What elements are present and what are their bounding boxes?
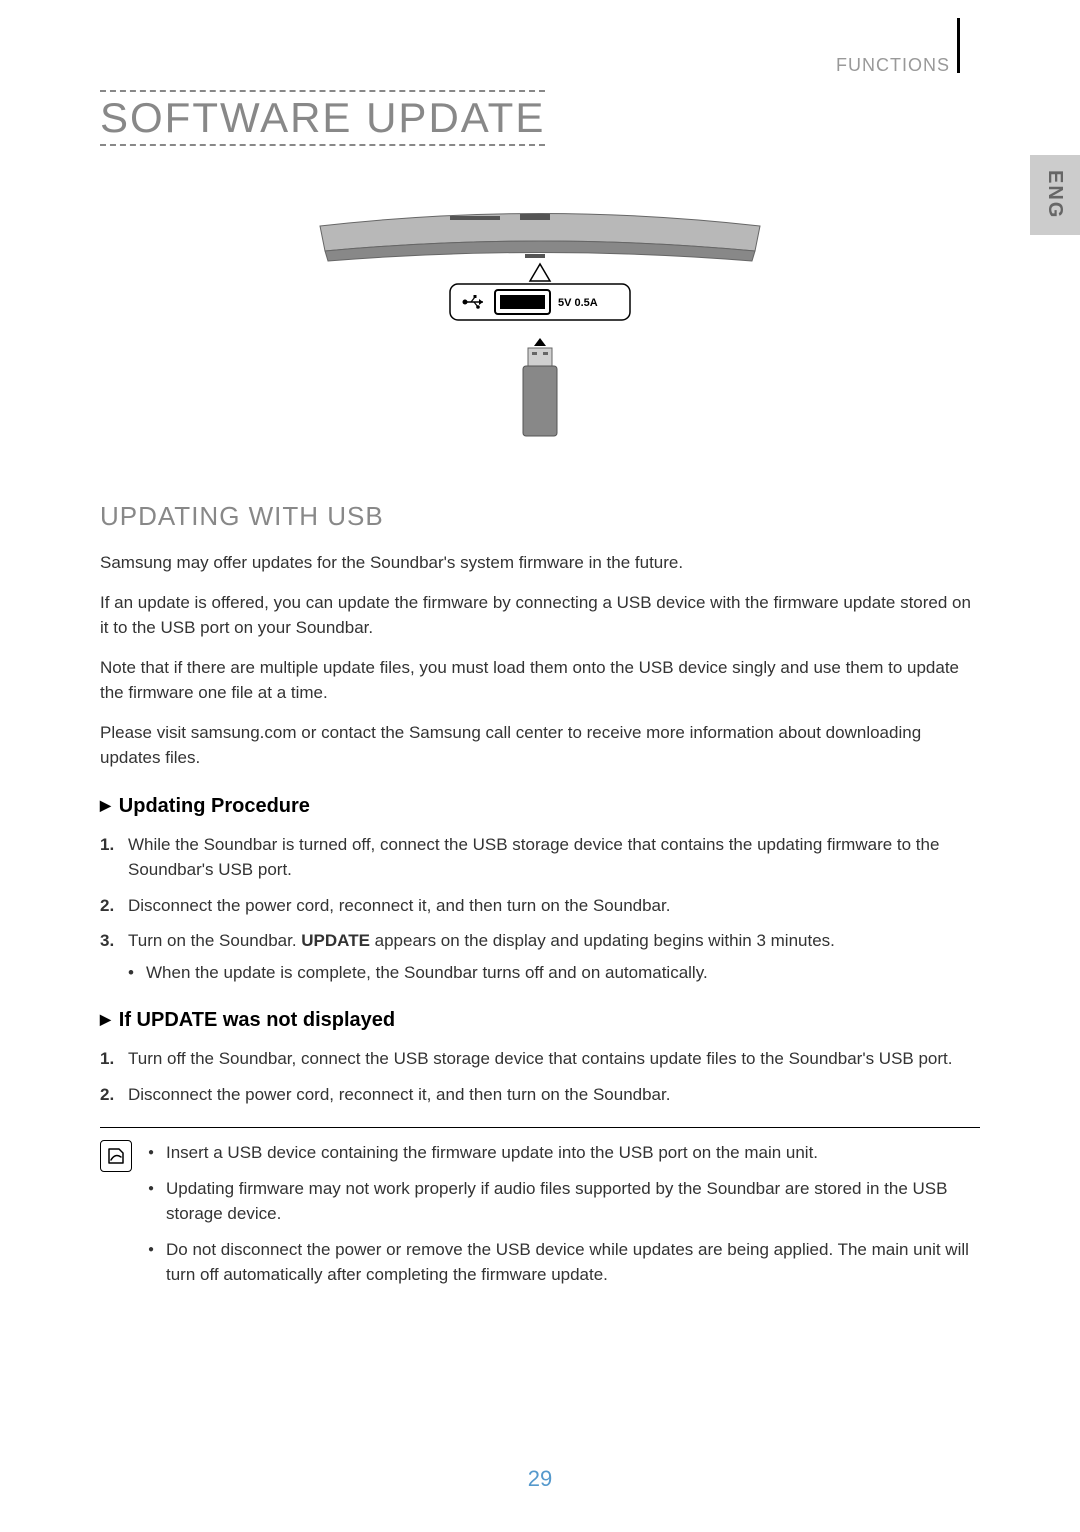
step-item: Turn off the Soundbar, connect the USB s… (100, 1046, 980, 1072)
step-item: Turn on the Soundbar. UPDATE appears on … (100, 928, 980, 985)
step-bold: UPDATE (301, 931, 370, 950)
note-item: Insert a USB device containing the firmw… (148, 1140, 980, 1166)
procedure-steps: While the Soundbar is turned off, connec… (100, 832, 980, 986)
header-divider (957, 18, 960, 73)
step-item: Disconnect the power cord, reconnect it,… (100, 1082, 980, 1108)
step-item: Disconnect the power cord, reconnect it,… (100, 893, 980, 919)
substep-item: When the update is complete, the Soundba… (128, 960, 980, 986)
note-item: Do not disconnect the power or remove th… (148, 1237, 980, 1288)
body-paragraph: If an update is offered, you can update … (100, 590, 980, 641)
soundbar-diagram: 5V 0.5A (100, 196, 980, 451)
page-number: 29 (528, 1466, 552, 1492)
port-label: 5V 0.5A (558, 297, 598, 309)
body-paragraph: Samsung may offer updates for the Soundb… (100, 550, 980, 576)
note-box: Insert a USB device containing the firmw… (100, 1127, 980, 1298)
section-label: FUNCTIONS (836, 55, 950, 76)
page-title: SOFTWARE UPDATE (100, 90, 545, 146)
body-paragraph: Please visit samsung.com or contact the … (100, 720, 980, 771)
body-paragraph: Note that if there are multiple update f… (100, 655, 980, 706)
note-list: Insert a USB device containing the firmw… (148, 1140, 980, 1298)
not-displayed-heading: If UPDATE was not displayed (100, 1009, 980, 1032)
step-item: While the Soundbar is turned off, connec… (100, 832, 980, 883)
not-displayed-steps: Turn off the Soundbar, connect the USB s… (100, 1046, 980, 1107)
step-text: Turn on the Soundbar. (128, 931, 301, 950)
note-item: Updating firmware may not work properly … (148, 1176, 980, 1227)
procedure-heading: Updating Procedure (100, 795, 980, 818)
step-text: appears on the display and updating begi… (370, 931, 835, 950)
note-icon (100, 1140, 132, 1172)
updating-usb-heading: UPDATING WITH USB (100, 501, 980, 532)
language-tab: ENG (1030, 155, 1080, 235)
